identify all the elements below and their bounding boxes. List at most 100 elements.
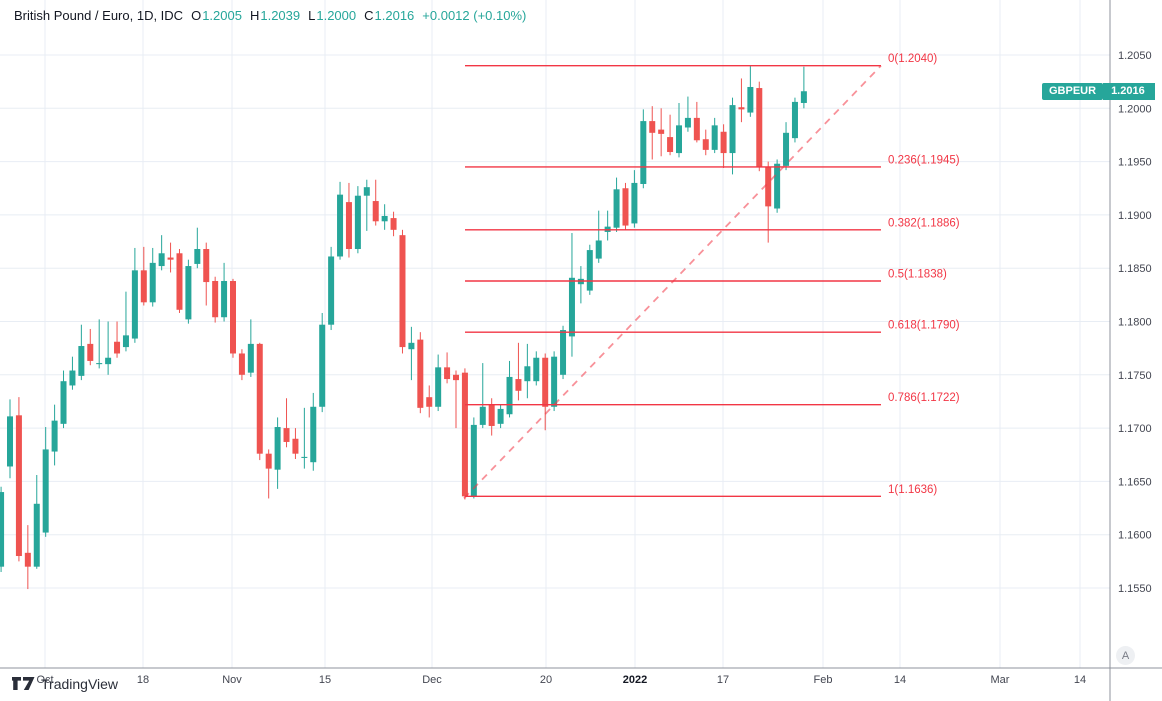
candle-down xyxy=(765,166,772,207)
candle-up xyxy=(640,121,647,184)
candle-up xyxy=(310,406,317,463)
auto-scale-button[interactable]: A xyxy=(1116,646,1135,665)
candle-up xyxy=(158,253,165,267)
time-axis-tick[interactable]: 14 xyxy=(894,674,906,686)
last-price-label: GBPEUR 1.2016 xyxy=(1042,82,1156,100)
fib-level-label: 0.236(1.1945) xyxy=(888,154,960,166)
candle-up xyxy=(783,132,790,166)
candle-up xyxy=(221,280,228,318)
price-axis-tick[interactable]: 1.2000 xyxy=(1118,103,1152,115)
ohlc-high: H 1.2039 xyxy=(249,8,301,23)
ohlc-open: O 1.2005 xyxy=(191,8,242,23)
candle-up xyxy=(408,342,415,350)
time-axis-tick[interactable]: Feb xyxy=(814,674,833,686)
candle-down xyxy=(453,374,459,381)
fib-level-label: 0.618(1.1790) xyxy=(888,320,960,332)
time-axis-tick[interactable]: 18 xyxy=(137,674,149,686)
candle-up xyxy=(363,187,370,196)
price-axis-tick[interactable]: 1.1900 xyxy=(1118,210,1152,222)
fib-trendline[interactable] xyxy=(463,65,882,499)
price-axis-tick[interactable]: 1.1800 xyxy=(1118,317,1152,329)
price-axis-tick[interactable]: 1.1650 xyxy=(1118,476,1152,488)
tradingview-logo-icon xyxy=(12,677,35,690)
candle-down xyxy=(461,372,468,497)
candle-up xyxy=(0,492,5,567)
candle-up xyxy=(247,343,254,373)
candle-up xyxy=(33,503,40,567)
price-change: +0.0012 (+0.10%) xyxy=(422,8,527,23)
price-axis-tick[interactable]: 1.1550 xyxy=(1118,583,1152,595)
price-axis-tick[interactable]: 1.1600 xyxy=(1118,530,1152,542)
candle-down xyxy=(265,453,272,469)
ohlc-close: C 1.2016 xyxy=(364,8,415,23)
candle-down xyxy=(212,280,219,318)
candle-up xyxy=(354,195,361,250)
candle-up xyxy=(711,125,718,150)
time-axis-tick[interactable]: 2022 xyxy=(623,674,647,686)
candle-up xyxy=(479,406,486,425)
last-price-value: 1.2016 xyxy=(1103,82,1156,100)
candle-up xyxy=(684,117,691,128)
candle-up xyxy=(42,449,49,533)
candle-up xyxy=(497,408,504,424)
candle-up xyxy=(524,366,531,382)
time-axis-tick[interactable]: 17 xyxy=(717,674,729,686)
time-axis-tick[interactable]: Dec xyxy=(422,674,442,686)
candle-up xyxy=(568,277,575,337)
symbol-title[interactable]: British Pound / Euro, 1D, IDC xyxy=(14,8,184,23)
tradingview-logo-text: TradingView xyxy=(41,676,119,692)
candle-down xyxy=(399,235,406,348)
candle-up xyxy=(337,194,344,257)
candle-down xyxy=(622,188,629,226)
candle-up xyxy=(131,270,138,339)
candle-up xyxy=(560,330,567,375)
candle-down xyxy=(702,139,709,150)
time-axis-tick[interactable]: Oct xyxy=(36,674,53,686)
candle-up xyxy=(319,324,326,407)
candle-up xyxy=(470,424,477,497)
candle-up xyxy=(96,363,103,365)
candle-up xyxy=(791,101,798,139)
candle-down xyxy=(515,379,522,391)
ohlc-low: L 1.2000 xyxy=(308,8,357,23)
candle-down xyxy=(720,131,727,154)
candle-down xyxy=(488,404,495,426)
candle-up xyxy=(185,266,192,320)
price-axis-tick[interactable]: 1.1850 xyxy=(1118,263,1152,275)
candle-down xyxy=(87,343,94,361)
candle-down xyxy=(114,341,121,354)
tradingview-logo[interactable]: TradingView xyxy=(12,676,118,692)
price-axis-tick[interactable]: 1.1950 xyxy=(1118,157,1152,169)
candle-up xyxy=(381,215,388,222)
candle-up xyxy=(149,262,156,303)
candle-up xyxy=(274,427,281,470)
candle-down xyxy=(167,257,174,260)
candle-down xyxy=(203,249,210,283)
candle-up xyxy=(69,370,76,386)
time-axis-tick[interactable]: 14 xyxy=(1074,674,1086,686)
candle-up xyxy=(328,256,335,325)
price-axis-tick[interactable]: 1.1750 xyxy=(1118,370,1152,382)
candle-up xyxy=(194,249,201,264)
price-axis-tick[interactable]: 1.2050 xyxy=(1118,50,1152,62)
candle-up xyxy=(800,91,807,103)
candle-down xyxy=(140,270,147,303)
candle-up xyxy=(105,357,112,365)
price-axis-tick[interactable]: 1.1700 xyxy=(1118,423,1152,435)
candle-down xyxy=(756,88,763,167)
candle-up xyxy=(774,163,781,209)
candle-down xyxy=(256,343,263,454)
candle-up xyxy=(506,376,513,415)
fib-level-label: 1(1.1636) xyxy=(888,484,937,496)
time-axis-tick[interactable]: 15 xyxy=(319,674,331,686)
candle-up xyxy=(78,346,85,376)
time-axis-tick[interactable]: Mar xyxy=(991,674,1010,686)
candle-up xyxy=(729,105,736,154)
candle-up xyxy=(60,381,67,424)
time-axis-tick[interactable]: Nov xyxy=(222,674,242,686)
candle-up xyxy=(435,367,442,407)
candle-down xyxy=(283,428,290,442)
time-axis-tick[interactable]: 20 xyxy=(540,674,552,686)
